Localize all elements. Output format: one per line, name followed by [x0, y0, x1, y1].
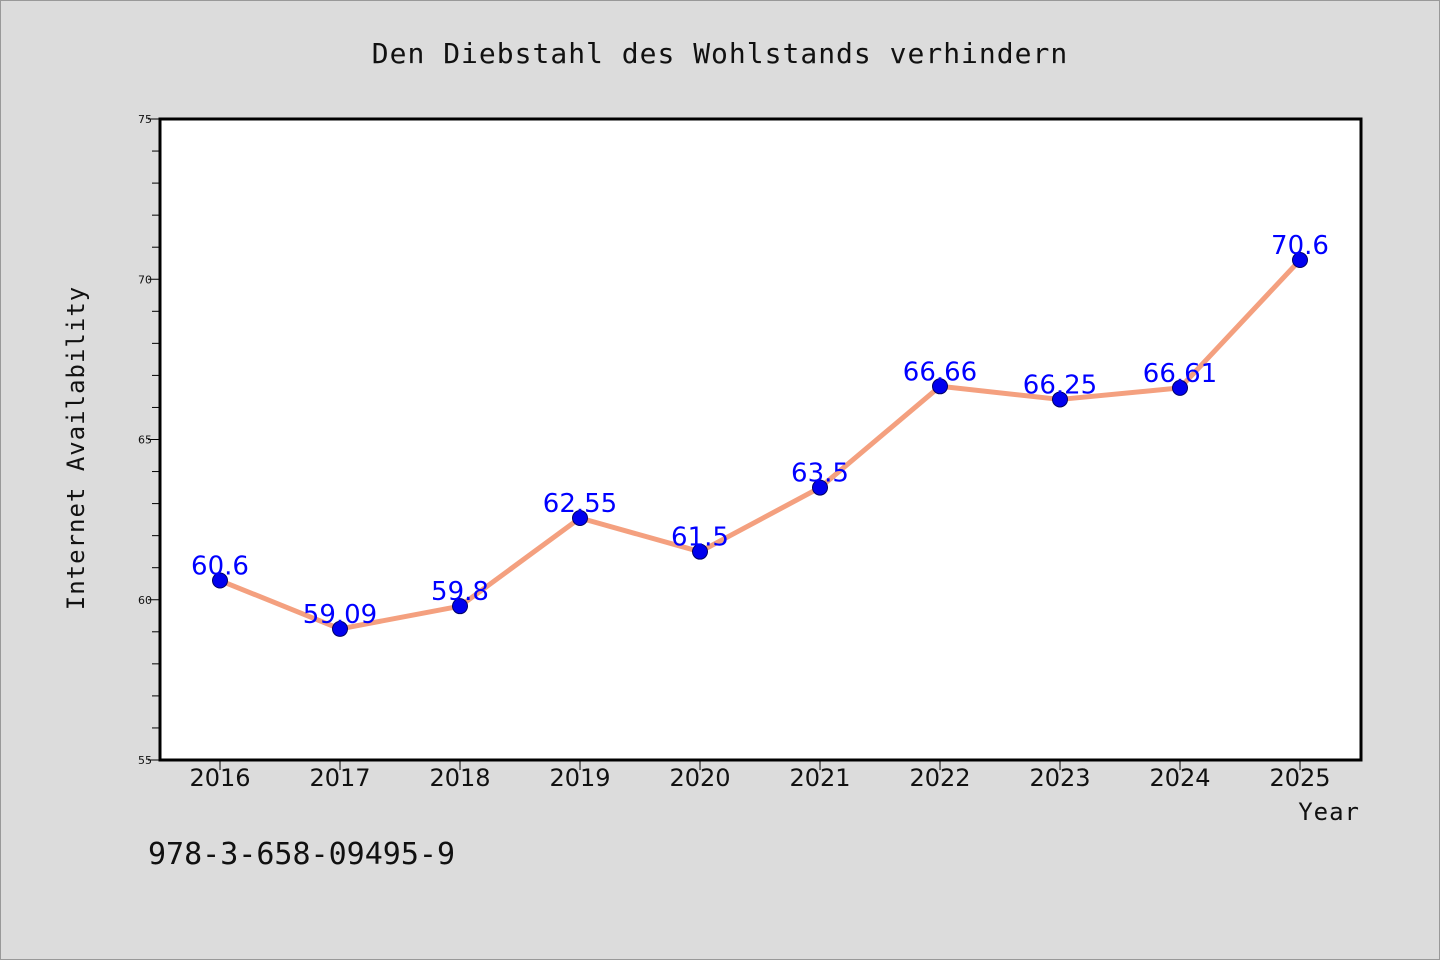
- data-label: 70.6: [1271, 231, 1329, 261]
- data-label: 66.61: [1143, 359, 1217, 389]
- data-point: [212, 572, 228, 589]
- y-tick-label: 75: [138, 113, 152, 126]
- data-label: 66.25: [1023, 370, 1097, 400]
- x-axis-label: Year: [1298, 798, 1360, 826]
- y-axis-label: Internet Availability: [62, 286, 90, 610]
- x-tick-label: 2024: [1149, 764, 1210, 792]
- x-tick-label: 2018: [429, 764, 490, 792]
- x-tick-label: 2023: [1029, 764, 1090, 792]
- data-labels: 60.6 59.09 59.8 62.55 61.5 63.5 66.66 66.25 66.6…: [191, 231, 1329, 630]
- plot-frame: [158, 117, 1363, 762]
- data-point: [332, 620, 348, 637]
- data-label: 60.6: [191, 552, 249, 582]
- isbn-text: 978-3-658-09495-9: [148, 837, 455, 872]
- x-tick-label: 2017: [309, 764, 370, 792]
- x-tick-label: 2025: [1269, 764, 1330, 792]
- data-point: [1172, 379, 1188, 396]
- y-tick-label: 70: [138, 273, 152, 286]
- data-label: 66.66: [903, 357, 977, 387]
- data-point: [692, 543, 708, 560]
- series-line-group: [217, 257, 1303, 632]
- x-tick-label: 2022: [909, 764, 970, 792]
- x-tick-label: 2020: [669, 764, 730, 792]
- y-tick-label: 65: [138, 434, 152, 447]
- data-point: [812, 479, 828, 496]
- data-label: 62.55: [543, 489, 617, 519]
- data-label: 61.5: [671, 523, 729, 553]
- x-tick-label: 2016: [189, 764, 250, 792]
- data-label: 59.09: [303, 600, 377, 630]
- y-tick-label: 55: [138, 754, 152, 767]
- data-point: [932, 378, 948, 395]
- plot-area: [160, 119, 1361, 760]
- series-line: [217, 257, 1303, 632]
- data-label: 59.8: [431, 577, 489, 607]
- x-tick-label: 2021: [789, 764, 850, 792]
- x-axis: 2016 2017 2018 2019 2020 2021 2022 2023 2024 2025: [189, 760, 1331, 792]
- y-tick-label: 60: [138, 594, 152, 607]
- data-point: [572, 510, 588, 527]
- data-label: 63.5: [791, 459, 849, 489]
- data-point: [452, 598, 468, 615]
- data-points: [212, 252, 1308, 637]
- chart-title: Den Diebstahl des Wohlstands verhindern: [372, 37, 1068, 70]
- data-point: [1292, 252, 1308, 269]
- data-point: [1052, 391, 1068, 408]
- x-tick-label: 2019: [549, 764, 610, 792]
